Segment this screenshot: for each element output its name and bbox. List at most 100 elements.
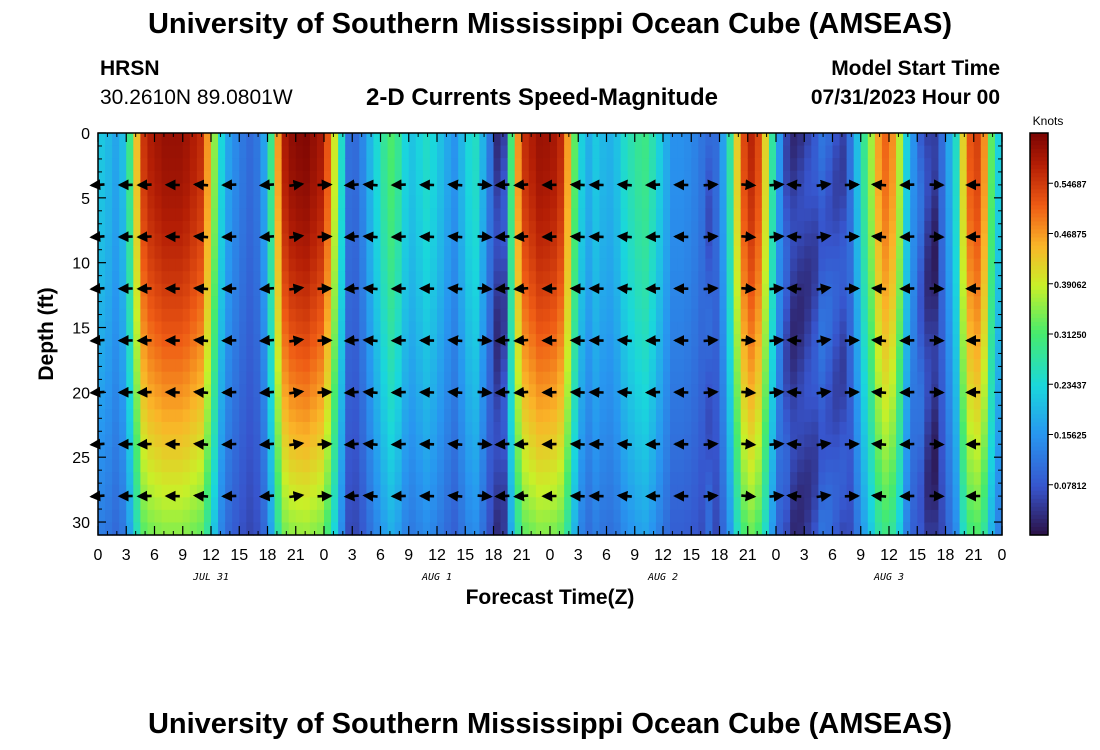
heatmap-cell — [853, 371, 862, 385]
heatmap-cell — [613, 170, 622, 184]
heatmap-cell — [557, 434, 565, 448]
heatmap-cell — [747, 321, 756, 335]
heatmap-cell — [338, 271, 346, 285]
current-arrow — [221, 438, 237, 450]
heatmap-cell — [966, 195, 975, 209]
x-tick-label: 12 — [654, 547, 672, 564]
heatmap-cell — [705, 447, 714, 461]
heatmap-cell — [931, 459, 940, 473]
heatmap-cell — [394, 346, 403, 360]
heatmap-cell — [98, 258, 106, 272]
heatmap-cell — [444, 434, 452, 448]
heatmap-cell — [670, 409, 678, 423]
heatmap-cell — [182, 283, 191, 297]
heatmap-cell — [677, 421, 685, 436]
colorbar-band — [1030, 249, 1048, 255]
heatmap-cell — [698, 220, 706, 235]
heatmap-cell — [126, 195, 134, 209]
heatmap-cell — [274, 170, 283, 184]
colorbar-band — [1030, 422, 1048, 428]
heatmap-cell — [818, 371, 827, 385]
heatmap-cell — [599, 183, 608, 197]
heatmap-cell — [154, 346, 163, 360]
heatmap-cell — [437, 459, 445, 473]
heatmap-cell — [811, 145, 819, 159]
heatmap-cell — [486, 296, 495, 310]
heatmap-cell — [366, 472, 375, 486]
heatmap-cell — [740, 283, 749, 297]
heatmap-cell — [761, 246, 770, 260]
heatmap-cell — [557, 183, 565, 197]
heatmap-cell — [316, 271, 325, 285]
heatmap-cell — [945, 170, 954, 184]
heatmap-cell — [105, 384, 113, 398]
heatmap-cell — [790, 195, 798, 209]
heatmap-cell — [585, 472, 593, 486]
heatmap-cell — [811, 421, 819, 436]
heatmap-cell — [938, 158, 947, 172]
colorbar-tick-label: 0.46875 — [1054, 230, 1087, 240]
heatmap-cell — [528, 359, 537, 373]
heatmap-cell — [987, 258, 996, 272]
heatmap-cell — [684, 396, 692, 410]
heatmap-cell — [112, 447, 120, 461]
heatmap-cell — [691, 509, 699, 524]
heatmap-cell — [458, 371, 466, 385]
heatmap-cell — [528, 246, 537, 260]
heatmap-cell — [867, 220, 876, 235]
heatmap-cell — [465, 346, 473, 360]
heatmap-cell — [380, 334, 389, 348]
current-arrow — [899, 179, 915, 191]
heatmap-cell — [550, 183, 558, 197]
heatmap-cell — [168, 133, 177, 147]
heatmap-cell — [606, 522, 615, 536]
heatmap-cell — [366, 170, 375, 184]
heatmap-cell — [203, 145, 212, 159]
heatmap-cell — [578, 133, 586, 147]
heatmap-cell — [408, 220, 417, 235]
heatmap-cell — [698, 459, 706, 473]
heatmap-cell — [719, 384, 728, 398]
heatmap-cell — [182, 447, 191, 461]
heatmap-cell — [182, 308, 191, 323]
current-arrow — [289, 283, 305, 295]
heatmap-cell — [550, 296, 558, 310]
heatmap-cell — [401, 246, 410, 260]
heatmap-cell — [606, 384, 615, 398]
y-tick-label: 25 — [72, 450, 90, 467]
heatmap-cell — [655, 183, 664, 197]
heatmap-cell — [154, 195, 163, 209]
heatmap-cell — [931, 258, 940, 272]
heatmap-cell — [917, 246, 925, 260]
current-arrow — [447, 387, 463, 398]
heatmap-cell — [719, 421, 728, 436]
heatmap-cell — [867, 459, 876, 473]
heatmap-cell — [754, 133, 763, 147]
heatmap-cell — [147, 296, 156, 310]
heatmap-cell — [613, 133, 622, 147]
heatmap-cell — [684, 208, 692, 222]
heatmap-cell — [175, 170, 184, 184]
heatmap-cell — [373, 246, 382, 260]
heatmap-cell — [408, 246, 417, 260]
heatmap-cell — [677, 359, 685, 373]
heatmap-cell — [959, 195, 968, 209]
heatmap-cell — [811, 384, 819, 398]
heatmap-cell — [387, 145, 396, 159]
current-arrow — [192, 283, 209, 295]
heatmap-cell — [811, 497, 819, 511]
heatmap-cell — [408, 509, 417, 524]
heatmap-cell — [691, 246, 699, 260]
heatmap-cell — [592, 220, 601, 235]
heatmap-cell — [634, 346, 643, 360]
heatmap-cell — [804, 308, 812, 323]
heatmap-cell — [175, 208, 184, 222]
heatmap-cell — [938, 195, 947, 209]
heatmap-cell — [309, 509, 318, 524]
heatmap-cell — [542, 359, 551, 373]
heatmap-cell — [175, 195, 184, 209]
heatmap-cell — [528, 296, 537, 310]
heatmap-cell — [182, 384, 191, 398]
heatmap-cell — [182, 421, 191, 436]
heatmap-cell — [246, 233, 254, 247]
